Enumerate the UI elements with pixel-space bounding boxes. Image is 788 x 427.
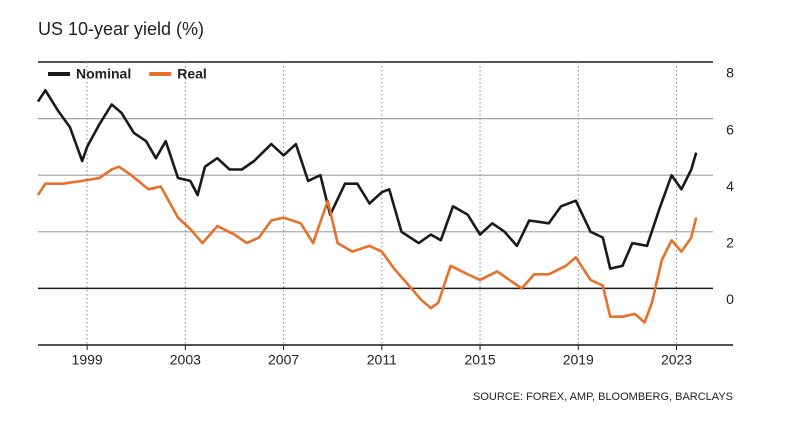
- y-tick-label: 6: [726, 121, 734, 137]
- y-tick-label: 8: [726, 65, 734, 81]
- x-tick-label: 2007: [268, 352, 299, 368]
- series-line: [36, 89, 698, 270]
- source: SOURCE: FOREX, AMP, BLOOMBERG, BARCLAYS: [473, 391, 733, 403]
- x-tick-label: 2003: [170, 352, 201, 368]
- chart-title: US 10-year yield (%): [38, 19, 204, 39]
- x-tick-label: 2011: [367, 352, 397, 368]
- legend-label: Real: [177, 66, 207, 82]
- y-tick-label: 4: [726, 178, 734, 194]
- y-tick-label: 2: [726, 235, 734, 251]
- series-line: [36, 165, 698, 324]
- x-tick-label: 2023: [661, 352, 692, 368]
- legend-label: Nominal: [76, 66, 131, 82]
- x-tick-label: 2015: [464, 352, 495, 368]
- x-tick-label: 2019: [563, 352, 594, 368]
- x-tick-label: 1999: [72, 352, 103, 368]
- y-tick-label: 0: [726, 291, 734, 307]
